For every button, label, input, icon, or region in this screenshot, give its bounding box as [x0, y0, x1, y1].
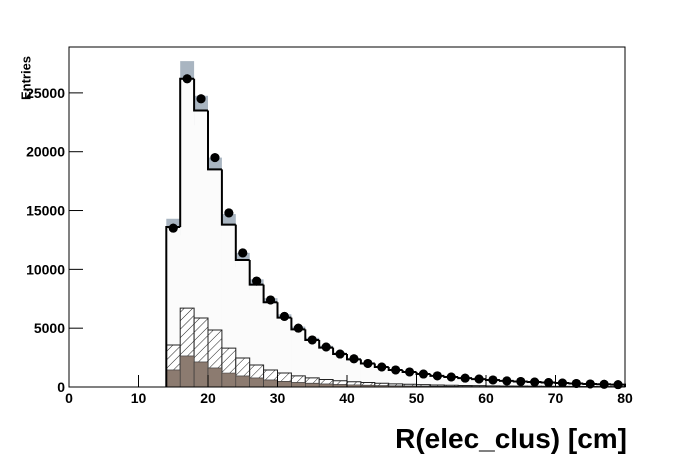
data-point	[488, 375, 498, 385]
data-point	[516, 376, 526, 386]
data-point	[502, 376, 512, 386]
mc-bin-fill	[444, 378, 459, 387]
filled-bin	[193, 361, 209, 388]
filled-bin	[235, 375, 250, 388]
data-point	[238, 248, 248, 258]
y-tick-label: 10000	[26, 261, 65, 277]
filled-bin	[291, 382, 306, 388]
data-point	[279, 311, 289, 321]
mc-bin-fill	[458, 379, 473, 387]
data-point	[544, 378, 554, 388]
filled-bin	[263, 379, 278, 388]
mc-step	[220, 169, 236, 226]
filled-bin	[305, 382, 320, 388]
filled-bin	[221, 372, 237, 388]
data-point	[377, 362, 387, 372]
data-point	[307, 335, 317, 345]
data-point	[585, 379, 595, 389]
data-point	[210, 153, 220, 163]
mc-bin-fill	[347, 360, 361, 387]
mc-bin-fill	[235, 260, 250, 387]
x-tick-label: 30	[270, 390, 286, 406]
data-point	[196, 94, 206, 104]
y-tick-label: 0	[57, 379, 65, 395]
data-point	[293, 323, 303, 333]
filled-bin	[166, 369, 181, 388]
mc-bin-fill	[291, 330, 306, 387]
data-point	[168, 223, 178, 233]
data-point	[530, 377, 540, 387]
data-point	[321, 342, 331, 352]
data-point	[391, 365, 401, 375]
filled-bin	[249, 377, 264, 388]
plot-frame	[69, 47, 625, 387]
y-tick-label: 25000	[26, 85, 65, 101]
mc-bin-fill	[402, 373, 417, 387]
filled-bin	[179, 355, 195, 388]
mc-bin-fill	[388, 370, 403, 387]
x-axis-label: R(elec_clus) [cm]	[395, 423, 627, 454]
y-tick-label: 15000	[26, 203, 65, 219]
mc-bin-fill	[319, 348, 334, 387]
mc-bin-fill	[305, 340, 320, 387]
mc-bin-fill	[263, 303, 278, 387]
data-point	[349, 354, 359, 364]
mc-step	[207, 110, 222, 171]
filled-bin	[277, 381, 292, 388]
data-point	[557, 378, 567, 388]
x-tick-label: 0	[65, 390, 73, 406]
mc-bin-fill	[249, 285, 264, 387]
data-point	[432, 371, 442, 381]
data-point	[613, 380, 623, 390]
x-tick-label: 50	[409, 390, 425, 406]
x-tick-label: 40	[339, 390, 355, 406]
y-tick-label: 5000	[34, 320, 65, 336]
x-tick-label: 10	[131, 390, 147, 406]
data-point	[460, 373, 470, 383]
filled-bin	[207, 367, 223, 388]
x-tick-label: 80	[617, 390, 633, 406]
mc-bin-fill	[277, 318, 292, 387]
data-point	[266, 295, 276, 305]
x-tick-label: 20	[200, 390, 216, 406]
data-point	[182, 74, 192, 84]
x-tick-label: 70	[548, 390, 564, 406]
mc-bin-fill	[221, 225, 236, 387]
data-point	[446, 372, 456, 382]
data-point	[405, 367, 415, 377]
mc-bin-fill	[416, 375, 431, 387]
mc-bin-fill	[333, 355, 347, 387]
y-tick-label: 20000	[26, 144, 65, 160]
data-point	[474, 374, 484, 384]
mc-bin-fill	[360, 364, 375, 387]
mc-bin-fill	[472, 380, 486, 387]
x-tick-label: 60	[478, 390, 494, 406]
data-point	[252, 276, 262, 286]
data-point	[418, 369, 428, 379]
data-point	[335, 349, 345, 359]
mc-bin-fill	[374, 368, 389, 387]
mc-bin-fill	[430, 376, 445, 387]
mc-step	[234, 224, 250, 261]
data-point	[363, 358, 373, 368]
data-point	[571, 378, 581, 388]
mc-step	[193, 78, 208, 112]
y-axis-label: Entries	[18, 56, 33, 100]
data-point	[224, 208, 234, 218]
